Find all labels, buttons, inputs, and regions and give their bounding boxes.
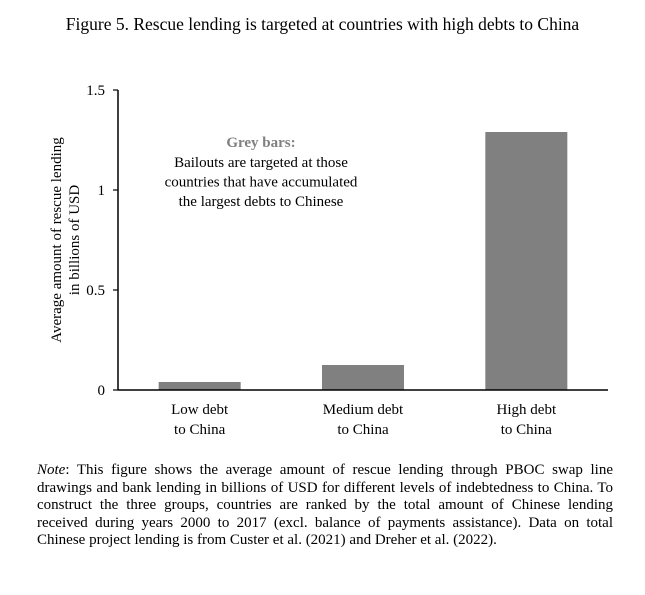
- note-label: Note: [37, 462, 66, 478]
- y-axis-label-line: in billions of USD: [67, 185, 83, 296]
- x-category-label: to China: [501, 422, 553, 438]
- x-category-label: to China: [174, 422, 226, 438]
- y-tick-label: 1.5: [86, 83, 105, 99]
- chart-annotation: Grey bars: Bailouts are targeted at those…: [165, 135, 358, 210]
- annotation-line: countries that have accumulated: [165, 175, 358, 191]
- y-tick-label: 0: [98, 383, 106, 399]
- annotation-line: Bailouts are targeted at those: [174, 155, 348, 171]
- bar: [158, 382, 241, 390]
- x-axis-labels: Low debt to China Medium debt to China High …: [171, 402, 557, 438]
- bar: [485, 132, 568, 390]
- x-category-label: to China: [337, 422, 389, 438]
- y-axis-label-line: Average amount of rescue lending: [49, 137, 65, 343]
- y-axis-ticks: 0 0.5 1 1.5: [86, 83, 118, 399]
- x-category-label: Low debt: [171, 402, 229, 418]
- x-category-label: Medium debt: [323, 402, 404, 418]
- figure-note: Note: This figure shows the average amou…: [37, 462, 613, 550]
- annotation-heading: Grey bars:: [226, 135, 295, 151]
- bar: [322, 365, 404, 390]
- y-tick-label: 0.5: [86, 283, 105, 299]
- bars: [158, 132, 568, 390]
- x-category-label: High debt: [497, 402, 557, 418]
- annotation-line: the largest debts to Chinese: [179, 194, 344, 210]
- figure-title: Figure 5. Rescue lending is targeted at …: [65, 14, 580, 34]
- y-tick-label: 1: [98, 183, 106, 199]
- y-axis-label: Average amount of rescue lending in billi…: [49, 137, 83, 343]
- bar-chart: Average amount of rescue lending in billi…: [49, 83, 608, 438]
- note-text: : This figure shows the average amount o…: [37, 462, 613, 549]
